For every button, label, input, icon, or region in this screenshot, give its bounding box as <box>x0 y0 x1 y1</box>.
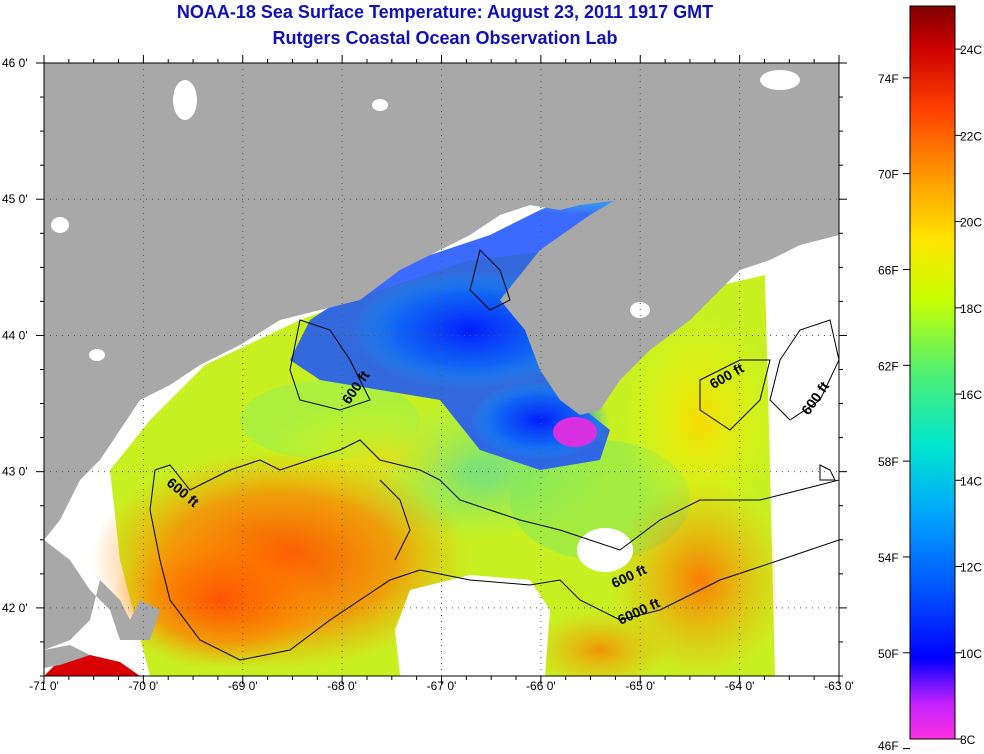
land-nova-scotia <box>500 150 800 415</box>
lat-tick-label: 44 0' <box>2 328 28 342</box>
map-title: NOAA-18 Sea Surface Temperature: August … <box>176 2 714 22</box>
map-subtitle: Rutgers Coastal Ocean Observation Lab <box>272 28 618 48</box>
colorbar-fahrenheit-label: 66F <box>878 263 899 277</box>
colorbar-celsius-label: 18C <box>960 302 982 316</box>
colorbar-fahrenheit-label: 46F <box>878 739 899 753</box>
lon-tick-label: -68 0' <box>327 679 357 693</box>
lon-tick-label: -66 0' <box>526 679 556 693</box>
land-maine-newbrunswick <box>44 63 839 540</box>
no-data-george-bank <box>395 575 550 676</box>
no-data-east <box>765 260 839 676</box>
colorbar-fahrenheit-label: 58F <box>878 455 899 469</box>
bathymetry-contours <box>149 249 839 661</box>
land-cape-cod <box>44 540 160 650</box>
colorbar-celsius-label: 12C <box>960 561 982 575</box>
colorbar-celsius-label: 16C <box>960 388 982 402</box>
lon-tick-label: -65 0' <box>625 679 655 693</box>
colorbar-fahrenheit-label: 62F <box>878 359 899 373</box>
lat-tick-label: 43 0' <box>2 465 28 479</box>
colorbar <box>909 5 956 740</box>
colorbar-fahrenheit-label: 74F <box>878 72 899 86</box>
colorbar-celsius-label: 20C <box>960 216 982 230</box>
colorbar-labels: 24C 22C 20C 18C 16C 14C 12C 10C 8C 74F 70F 66F 62F 58… <box>878 43 982 753</box>
map-axes: -71 0' -70 0' -69 0' -68 0' -67 0' -66 0' -65 … <box>2 55 854 693</box>
lon-tick-label: -70 0' <box>129 679 159 693</box>
lon-tick-label: -67 0' <box>427 679 457 693</box>
colorbar-fahrenheit-label: 54F <box>878 551 899 565</box>
lon-tick-label: -71 0' <box>29 679 59 693</box>
colorbar-fahrenheit-label: 70F <box>878 168 899 182</box>
lat-tick-label: 46 0' <box>2 56 28 70</box>
colorbar-fahrenheit-label: 50F <box>878 647 899 661</box>
lon-tick-label: -69 0' <box>228 679 258 693</box>
lat-tick-label: 42 0' <box>2 601 28 615</box>
lon-tick-label: -64 0' <box>725 679 755 693</box>
cold-spot <box>553 417 597 447</box>
colorbar-celsius-label: 22C <box>960 129 982 143</box>
colorbar-celsius-label: 10C <box>960 647 982 661</box>
colorbar-celsius-label: 14C <box>960 474 982 488</box>
sst-field <box>44 63 839 676</box>
colorbar-celsius-label: 8C <box>960 733 976 747</box>
lat-tick-label: 45 0' <box>2 192 28 206</box>
lon-tick-label: -63 0' <box>824 679 854 693</box>
colorbar-celsius-label: 24C <box>960 43 982 57</box>
